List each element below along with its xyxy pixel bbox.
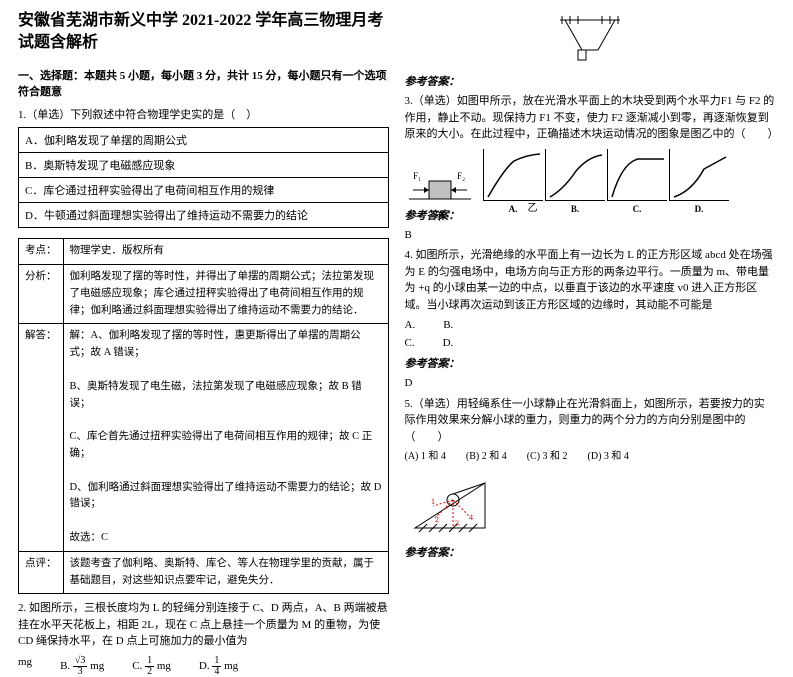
q2-options: mg B. √33 mg C. 12 mg D. 14 mg <box>18 656 389 677</box>
block-icon: F₁ F₂ <box>405 161 475 205</box>
q4-opt-a: A. <box>405 319 416 331</box>
q4-options-2: C. D. <box>405 337 776 349</box>
q2-opt-b: B. √33 mg <box>60 656 104 677</box>
q5-figure: 1 2 3 4 <box>405 468 505 538</box>
svg-text:3: 3 <box>455 519 459 528</box>
q1-opt-a: A．伽利略发现了单摆的周期公式 <box>19 128 389 153</box>
q1-analysis-table: 考点： 物理学史．版权所有 分析： 伽利略发现了摆的等时性，并得出了单摆的周期公… <box>18 238 389 594</box>
svg-text:4: 4 <box>469 513 473 522</box>
right-column: 参考答案： 3.（单选）如图甲所示，放在光滑水平面上的木块受到两个水平力F1 与… <box>397 10 784 551</box>
svg-text:F₂: F₂ <box>457 171 465 181</box>
q3-block-diagram: F₁ F₂ 甲 <box>405 161 475 201</box>
q4-options: A. B. <box>405 319 776 331</box>
jieda-label: 解答： <box>19 324 64 551</box>
jieda-c: C、库仑首先通过扭秤实验得出了电荷间相互作用的规律；故 C 正确； <box>70 429 382 463</box>
triangle-icon <box>550 12 630 67</box>
fenxi-text: 伽利略发现了摆的等时性，并得出了单摆的周期公式；法拉第发现了电磁感应现象；库仑通… <box>63 265 388 324</box>
q2-opt-d: D. 14 mg <box>199 656 238 677</box>
q5-text: 5.（单选）用轻绳系住一小球静止在光滑斜面上，如图所示，若要按力的实际作用效果来… <box>405 396 776 446</box>
q1-options-table: A．伽利略发现了单摆的周期公式 B．奥斯特发现了电磁感应现象 C．库仑通过扭秤实… <box>18 127 389 228</box>
graph-b: B. 乙 <box>545 149 605 201</box>
incline-icon: 1 2 3 4 <box>405 468 505 538</box>
dianping-text: 该题考查了伽利略、奥斯特、库仑、等人在物理学里的贡献，属于基础题目，对这些知识点… <box>63 551 388 594</box>
q2-opt-c: C. 12 mg <box>132 656 171 677</box>
graph-a: A. <box>483 149 543 201</box>
ref-answer-label-5: 参考答案： <box>405 544 776 560</box>
fenxi-label: 分析： <box>19 265 64 324</box>
q1-opt-d: D．牛顿通过斜面理想实验得出了维持运动不需要力的结论 <box>19 203 389 228</box>
ans3: B <box>405 227 776 244</box>
q4-opt-c: C. <box>405 337 415 349</box>
graph-c: C. <box>607 149 667 201</box>
q1-stem: 1.（单选）下列叙述中符合物理学史实的是（ ） <box>18 107 389 124</box>
q3-text: 3.（单选）如图甲所示，放在光滑水平面上的木块受到两个水平力F1 与 F2 的作… <box>405 93 776 143</box>
jieda-text: 解：A、伽利略发现了摆的等时性，惠更斯得出了单摆的周期公式；故 A 错误； B、… <box>63 324 388 551</box>
doc-title: 安徽省芜湖市新义中学 2021-2022 学年高三物理月考试题含解析 <box>18 10 389 55</box>
jieda-a: 解：A、伽利略发现了摆的等时性，惠更斯得出了单摆的周期公式；故 A 错误； <box>70 328 382 362</box>
jieda-b: B、奥斯特发现了电生磁，法拉第发现了电磁感应现象；故 B 错误； <box>70 379 382 413</box>
kaodian-text: 物理学史．版权所有 <box>63 239 388 265</box>
ans4: D <box>405 375 776 392</box>
q4-opt-d: D. <box>443 337 454 349</box>
q3-figures: F₁ F₂ 甲 A. B. 乙 C. D. <box>405 149 776 201</box>
q1-opt-c: C．库仑通过扭秤实验得出了电荷间相互作用的规律 <box>19 178 389 203</box>
jieda-sel: 故选：C <box>70 530 382 547</box>
q4-text: 4. 如图所示，光滑绝缘的水平面上有一边长为 L 的正方形区域 abcd 处在场… <box>405 247 776 313</box>
q2-figure <box>550 12 630 67</box>
kaodian-label: 考点： <box>19 239 64 265</box>
q2-opt-a: mg <box>18 656 32 677</box>
jia-label: 甲 <box>405 208 475 223</box>
q1-opt-b: B．奥斯特发现了电磁感应现象 <box>19 153 389 178</box>
ref-answer-label-2: 参考答案： <box>405 73 776 89</box>
dianping-label: 点评： <box>19 551 64 594</box>
q4-opt-b: B. <box>443 319 453 331</box>
jieda-d: D、伽利略通过斜面理想实验得出了维持运动不需要力的结论；故 D 错误； <box>70 480 382 514</box>
section-1-heading: 一、选择题：本题共 5 小题，每小题 3 分，共计 15 分，每小题只有一个选项… <box>18 67 389 99</box>
q2-text: 2. 如图所示，三根长度均为 L 的轻绳分别连接于 C、D 两点，A、B 两端被… <box>18 600 389 650</box>
ref-answer-label-4: 参考答案： <box>405 355 776 371</box>
q5-opts: (A) 1 和 4 (B) 2 和 4 (C) 3 和 2 (D) 3 和 4 <box>405 449 776 464</box>
graph-d: D. <box>669 149 729 201</box>
left-column: 安徽省芜湖市新义中学 2021-2022 学年高三物理月考试题含解析 一、选择题… <box>10 10 397 551</box>
svg-text:F₁: F₁ <box>413 171 421 181</box>
svg-text:1: 1 <box>431 497 435 506</box>
svg-text:2: 2 <box>435 515 439 524</box>
